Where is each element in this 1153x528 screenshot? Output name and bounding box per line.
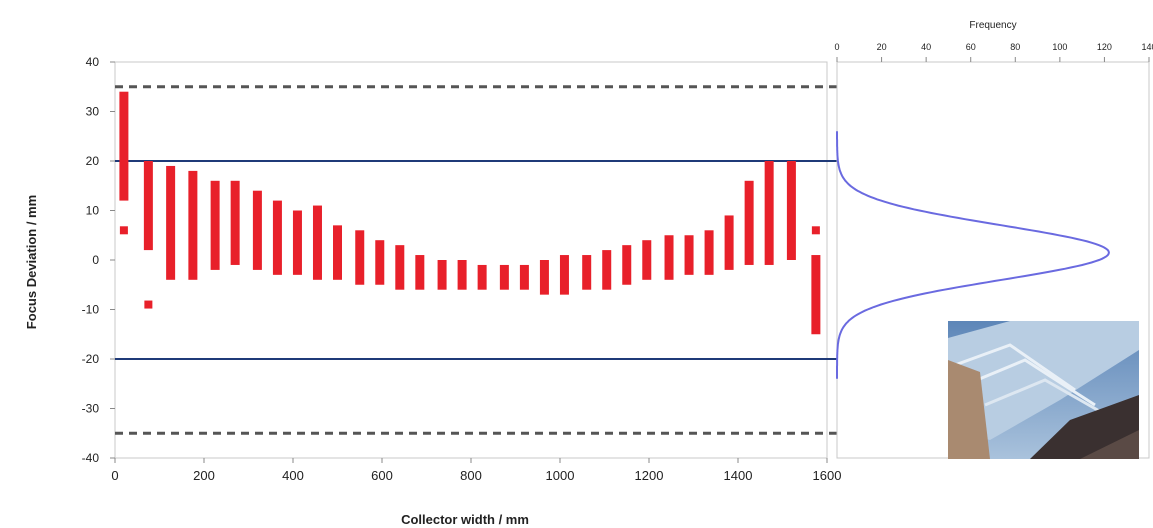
frequency-tick-label-0: 0 — [834, 42, 839, 52]
y-axis-ticks: 40 30 20 10 0 -10 -20 -30 -40 — [82, 55, 115, 465]
x-tick-label-8: 1600 — [813, 468, 842, 483]
frequency-axis-label: Frequency — [969, 20, 1016, 31]
deviation-bars — [119, 91, 821, 335]
outlier-point-1 — [144, 300, 153, 309]
deviation-bar-17 — [477, 264, 487, 290]
deviation-bar-27 — [684, 235, 694, 275]
x-axis-label: Collector width / mm — [401, 512, 529, 527]
deviation-bar-4 — [210, 180, 220, 270]
y-tick-label-8: -40 — [82, 451, 100, 465]
outlier-point-0 — [119, 226, 128, 235]
main-scatter-plot: 0 200 400 600 800 1000 1200 1400 1600 403020100-… — [24, 55, 841, 527]
y-tick-label-2: 20 — [86, 154, 100, 168]
frequency-tick-label-5: 100 — [1052, 42, 1067, 52]
frequency-axis-ticks: 0 20 40 60 80 100 120 140 — [834, 42, 1153, 62]
deviation-bar-25 — [642, 240, 652, 280]
frequency-tick-label-3: 60 — [966, 42, 976, 52]
deviation-bar-7 — [272, 200, 282, 275]
deviation-bar-22 — [582, 255, 592, 290]
y-tick-label-1: 30 — [86, 105, 100, 119]
x-tick-label-7: 1400 — [724, 468, 753, 483]
outlier-point-2 — [811, 226, 820, 235]
deviation-bar-26 — [664, 235, 674, 280]
deviation-bar-31 — [764, 161, 774, 265]
y-tick-label-6: -20 — [82, 352, 100, 366]
deviation-bar-12 — [375, 240, 385, 285]
frequency-distribution-line — [836, 131, 1110, 379]
deviation-bar-2 — [166, 165, 176, 280]
deviation-bar-16 — [457, 260, 467, 290]
frequency-tick-label-1: 20 — [877, 42, 887, 52]
x-tick-label-0: 0 — [111, 468, 118, 483]
frequency-tick-label-2: 40 — [921, 42, 931, 52]
frequency-tick-label-4: 80 — [1010, 42, 1020, 52]
deviation-bar-19 — [519, 264, 529, 290]
frequency-tick-label-7: 140 — [1141, 42, 1153, 52]
x-tick-label-3: 600 — [371, 468, 393, 483]
x-tick-label-1: 200 — [193, 468, 215, 483]
deviation-bar-28 — [704, 230, 714, 275]
reference-lines — [115, 85, 837, 435]
solar-collector-photo-icon — [948, 321, 1139, 459]
x-tick-label-6: 1200 — [635, 468, 664, 483]
y-tick-label-4: 0 — [92, 253, 99, 267]
deviation-bar-24 — [622, 245, 632, 285]
x-tick-label-4: 800 — [460, 468, 482, 483]
y-axis-label: Focus Deviation / mm — [24, 195, 39, 329]
deviation-bar-1 — [143, 161, 153, 251]
deviation-bar-5 — [230, 180, 240, 265]
y-tick-label-7: -30 — [82, 402, 100, 416]
y-tick-label-5: -10 — [82, 303, 100, 317]
deviation-bar-0 — [119, 91, 129, 201]
deviation-bar-18 — [499, 264, 509, 290]
frequency-panel: 0 20 40 60 80 100 120 140 Frequency — [834, 20, 1153, 459]
deviation-bar-29 — [724, 215, 734, 270]
deviation-bar-21 — [559, 255, 569, 295]
deviation-bar-20 — [539, 260, 549, 295]
deviation-bar-14 — [415, 255, 425, 290]
deviation-bar-11 — [355, 230, 365, 285]
deviation-bar-9 — [312, 205, 322, 280]
x-tick-label-5: 1000 — [546, 468, 575, 483]
deviation-bar-32 — [786, 161, 796, 260]
deviation-bar-30 — [744, 180, 754, 265]
deviation-bar-33 — [811, 255, 821, 335]
frequency-tick-label-6: 120 — [1097, 42, 1112, 52]
outlier-points — [119, 226, 820, 309]
deviation-bar-15 — [437, 260, 447, 290]
deviation-bar-10 — [333, 225, 342, 280]
deviation-bar-8 — [292, 210, 302, 275]
y-tick-label-0: 40 — [86, 55, 100, 69]
x-tick-label-2: 400 — [282, 468, 304, 483]
y-tick-label-3: 10 — [86, 204, 100, 218]
deviation-bar-6 — [252, 190, 262, 270]
x-axis-ticks: 0 200 400 600 800 1000 1200 1400 1600 — [111, 458, 841, 483]
deviation-bar-13 — [395, 245, 405, 290]
deviation-bar-23 — [602, 250, 612, 290]
deviation-bar-3 — [188, 170, 198, 280]
